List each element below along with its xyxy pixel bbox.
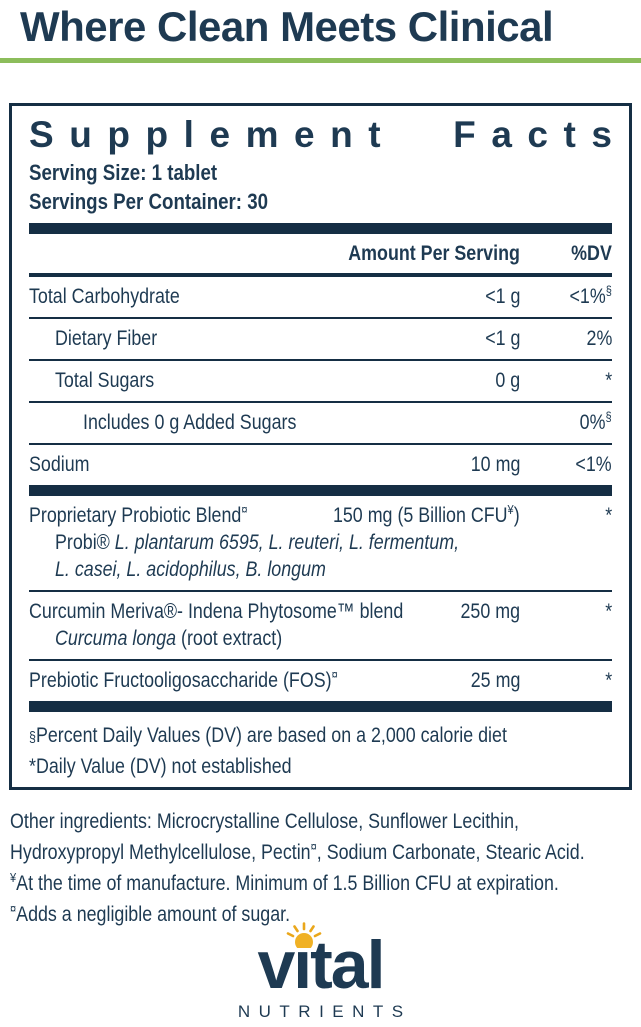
green-divider xyxy=(0,58,641,64)
table-row-added-sugars: Includes 0 g Added Sugars 0%§ xyxy=(29,403,612,446)
table-row-dietary-fiber: Dietary Fiber <1 g 2% xyxy=(29,319,612,362)
row-name: Sodium xyxy=(29,453,90,477)
row-name: Includes 0 g Added Sugars xyxy=(83,411,297,435)
other-ingredients-line-1: Other ingredients: Microcrystalline Cell… xyxy=(10,810,519,834)
table-row-probiotic-blend: Proprietary Probiotic Blend¤ 150 mg (5 B… xyxy=(29,496,612,593)
row-name: Prebiotic Fructooligosaccharide (FOS)¤ xyxy=(29,667,338,693)
row-name: Total Sugars xyxy=(55,369,155,393)
row-amount: 10 mg xyxy=(470,453,520,477)
brand-logo: vital NUTRIENTS xyxy=(0,922,641,1022)
row-amount: <1 g xyxy=(484,327,520,351)
table-row-sodium: Sodium 10 mg <1% xyxy=(29,445,612,485)
supplement-facts-box: Supplement Facts Serving Size: 1 tablet … xyxy=(9,103,632,791)
cfu-expiration-note: ¥At the time of manufacture. Minimum of … xyxy=(10,870,559,896)
thick-bar-middle xyxy=(29,485,612,497)
table-row-total-sugars: Total Sugars 0 g * xyxy=(29,361,612,404)
curcumin-source-line: Curcuma longa (root extract) xyxy=(55,627,283,651)
row-amount: <1 g xyxy=(484,285,520,309)
row-dv: 2% xyxy=(586,327,612,351)
row-amount: 0 g xyxy=(495,369,520,393)
row-dv: * xyxy=(605,669,612,693)
probiotic-strains-line-2: L. casei, L. acidophilus, B. longum xyxy=(55,558,326,582)
row-dv: * xyxy=(605,600,612,624)
servings-per-container: Servings Per Container: 30 xyxy=(29,189,269,215)
other-ingredients-line-2: Hydroxypropyl Methylcellulose, Pectin¤, … xyxy=(10,839,585,865)
facts-heading-right: Facts xyxy=(453,114,628,156)
table-row-curcumin-blend: Curcumin Meriva®- Indena Phytosome™ blen… xyxy=(29,592,612,662)
table-row-prebiotic-fos: Prebiotic Fructooligosaccharide (FOS)¤ 2… xyxy=(29,661,612,701)
logo-tagline: NUTRIENTS xyxy=(237,1001,412,1021)
sun-icon xyxy=(287,922,322,949)
row-dv: <1%§ xyxy=(569,283,612,309)
logo-wordmark: vital xyxy=(257,922,386,1004)
row-name: Proprietary Probiotic Blend¤ xyxy=(29,502,248,528)
label-notes: Other ingredients: Microcrystalline Cell… xyxy=(10,806,631,930)
page-title: Where Clean Meets Clinical xyxy=(20,3,554,50)
probiotic-strains-line-1: Probi® L. plantarum 6595, L. reuteri, L.… xyxy=(55,531,460,555)
negligible-sugar-note: ¤Adds a negligible amount of sugar. xyxy=(10,901,291,927)
footnotes: §Percent Daily Values (DV) are based on … xyxy=(29,712,612,782)
footnote-daily-values: §Percent Daily Values (DV) are based on … xyxy=(29,724,507,748)
row-dv: * xyxy=(605,369,612,393)
row-dv: <1% xyxy=(575,453,612,477)
row-name: Dietary Fiber xyxy=(55,327,158,351)
row-name: Curcumin Meriva®- Indena Phytosome™ blen… xyxy=(29,600,404,624)
row-amount: 250 mg xyxy=(460,600,520,624)
row-amount: 25 mg xyxy=(470,669,520,693)
row-name: Total Carbohydrate xyxy=(29,285,180,309)
facts-heading-left: Supplement xyxy=(29,114,397,156)
dv-header: %DV xyxy=(571,242,612,266)
row-dv: 0%§ xyxy=(580,409,612,435)
facts-heading: Supplement Facts xyxy=(29,112,612,158)
thick-bar-bottom xyxy=(29,701,612,713)
row-amount: 150 mg (5 Billion CFU¥) xyxy=(333,502,520,528)
table-row-total-carbohydrate: Total Carbohydrate <1 g <1%§ xyxy=(29,277,612,320)
column-header-row: Amount Per Serving %DV xyxy=(29,234,612,278)
serving-size: Serving Size: 1 tablet xyxy=(29,160,218,186)
amount-per-serving-header: Amount Per Serving xyxy=(348,242,520,266)
logo-word: vital xyxy=(257,927,385,1004)
thick-bar-top xyxy=(29,223,612,235)
row-dv: * xyxy=(605,504,612,528)
footnote-dv-not-established: *Daily Value (DV) not established xyxy=(29,755,292,779)
